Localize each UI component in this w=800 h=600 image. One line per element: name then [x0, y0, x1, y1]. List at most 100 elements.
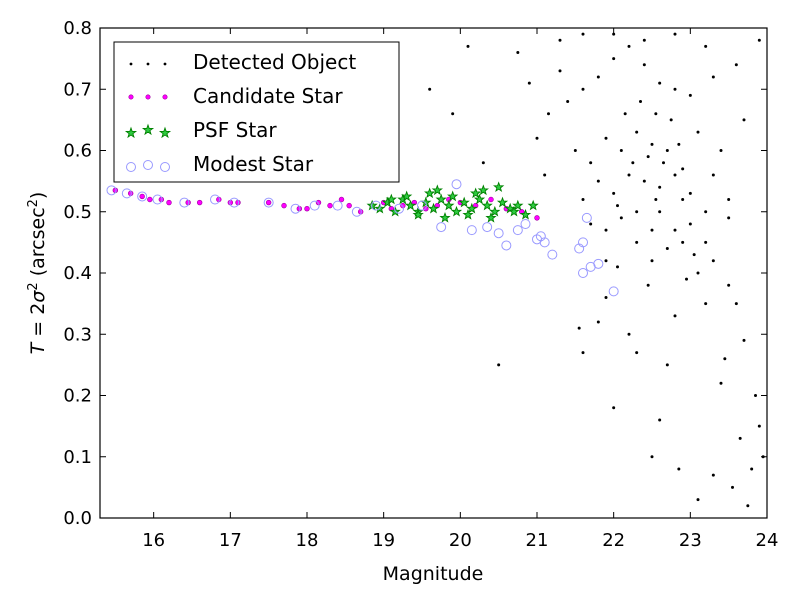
- data-point: [152, 194, 163, 205]
- data-point: [604, 228, 608, 232]
- data-point: [596, 179, 600, 183]
- data-point: [746, 504, 750, 508]
- data-point: [527, 199, 539, 211]
- data-point: [696, 498, 700, 502]
- data-point: [451, 179, 462, 190]
- data-point: [539, 237, 550, 248]
- data-point: [704, 302, 708, 306]
- y-tick-label: 0.4: [63, 263, 92, 284]
- data-point: [646, 155, 650, 159]
- data-point: [179, 197, 190, 208]
- data-point: [450, 205, 463, 217]
- data-point: [412, 208, 424, 220]
- data-point: [466, 225, 477, 236]
- data-point: [263, 197, 274, 208]
- data-point: [401, 190, 413, 202]
- data-point: [596, 320, 600, 324]
- data-point: [738, 436, 742, 440]
- data-point: [346, 202, 352, 209]
- legend-marker-modest: [126, 160, 170, 172]
- data-point: [196, 199, 203, 206]
- data-point: [371, 200, 381, 211]
- legend-star-icon: [124, 126, 138, 139]
- data-point: [627, 332, 631, 336]
- data-point: [704, 240, 708, 244]
- data-point: [711, 259, 715, 263]
- data-point: [481, 161, 485, 165]
- data-point: [616, 204, 619, 208]
- data-point: [742, 338, 746, 342]
- data-point: [692, 253, 696, 257]
- data-point: [619, 216, 623, 220]
- data-point: [704, 44, 708, 48]
- x-axis-label: Magnitude: [383, 563, 484, 585]
- data-point: [512, 225, 523, 236]
- y-tick-label: 0.7: [63, 79, 92, 100]
- data-point: [497, 363, 501, 367]
- legend-label-detected: Detected Object: [193, 50, 356, 74]
- data-point: [547, 249, 558, 260]
- legend-star-icon: [141, 123, 155, 136]
- legend-box: [113, 41, 400, 183]
- data-point: [309, 200, 320, 211]
- data-point: [210, 194, 220, 205]
- data-point: [508, 205, 520, 217]
- data-point: [488, 196, 494, 203]
- data-point: [424, 187, 436, 199]
- data-point: [166, 199, 172, 206]
- data-point: [642, 38, 646, 42]
- data-point: [627, 44, 631, 48]
- data-point: [581, 351, 585, 355]
- data-point: [704, 210, 708, 214]
- x-tick-label: 18: [296, 530, 319, 551]
- data-point: [650, 142, 654, 146]
- data-point: [681, 198, 685, 201]
- data-point: [731, 485, 734, 489]
- data-point: [635, 240, 639, 244]
- data-point: [404, 199, 417, 211]
- data-point: [650, 259, 654, 263]
- data-point: [673, 87, 677, 91]
- x-tick-label: 21: [526, 530, 549, 551]
- data-point: [662, 161, 665, 165]
- data-point: [543, 173, 547, 177]
- data-point: [757, 424, 761, 428]
- data-point: [612, 191, 616, 195]
- data-point: [677, 142, 681, 146]
- data-point: [281, 202, 287, 209]
- data-point: [481, 199, 493, 211]
- x-tick-label: 19: [372, 530, 395, 551]
- data-point: [604, 136, 608, 140]
- data-point: [466, 202, 478, 214]
- legend-label-modest: Modest Star: [193, 152, 314, 176]
- data-point: [654, 198, 658, 201]
- data-point: [719, 381, 723, 385]
- legend-label-candidate: Candidate Star: [193, 84, 343, 108]
- data-point: [106, 185, 117, 196]
- data-point: [558, 69, 562, 73]
- data-point: [757, 38, 761, 42]
- legend-label-psf: PSF Star: [193, 118, 277, 142]
- data-point: [677, 467, 681, 471]
- y-tick-label: 0.6: [63, 141, 92, 162]
- data-point: [673, 228, 677, 232]
- data-point: [578, 268, 588, 278]
- data-point: [290, 203, 301, 214]
- data-point: [673, 173, 677, 177]
- data-point: [304, 205, 310, 212]
- data-point: [417, 200, 427, 211]
- data-point: [501, 240, 512, 251]
- data-point: [688, 191, 692, 195]
- y-tick-label: 0.2: [63, 386, 92, 407]
- data-point: [642, 179, 646, 183]
- data-point: [574, 243, 585, 254]
- data-point: [696, 130, 700, 134]
- data-point: [493, 228, 504, 239]
- data-point: [727, 283, 731, 287]
- data-point: [750, 467, 754, 471]
- data-point: [596, 75, 600, 79]
- data-point: [589, 161, 593, 165]
- data-point: [688, 222, 692, 226]
- data-point: [493, 181, 505, 193]
